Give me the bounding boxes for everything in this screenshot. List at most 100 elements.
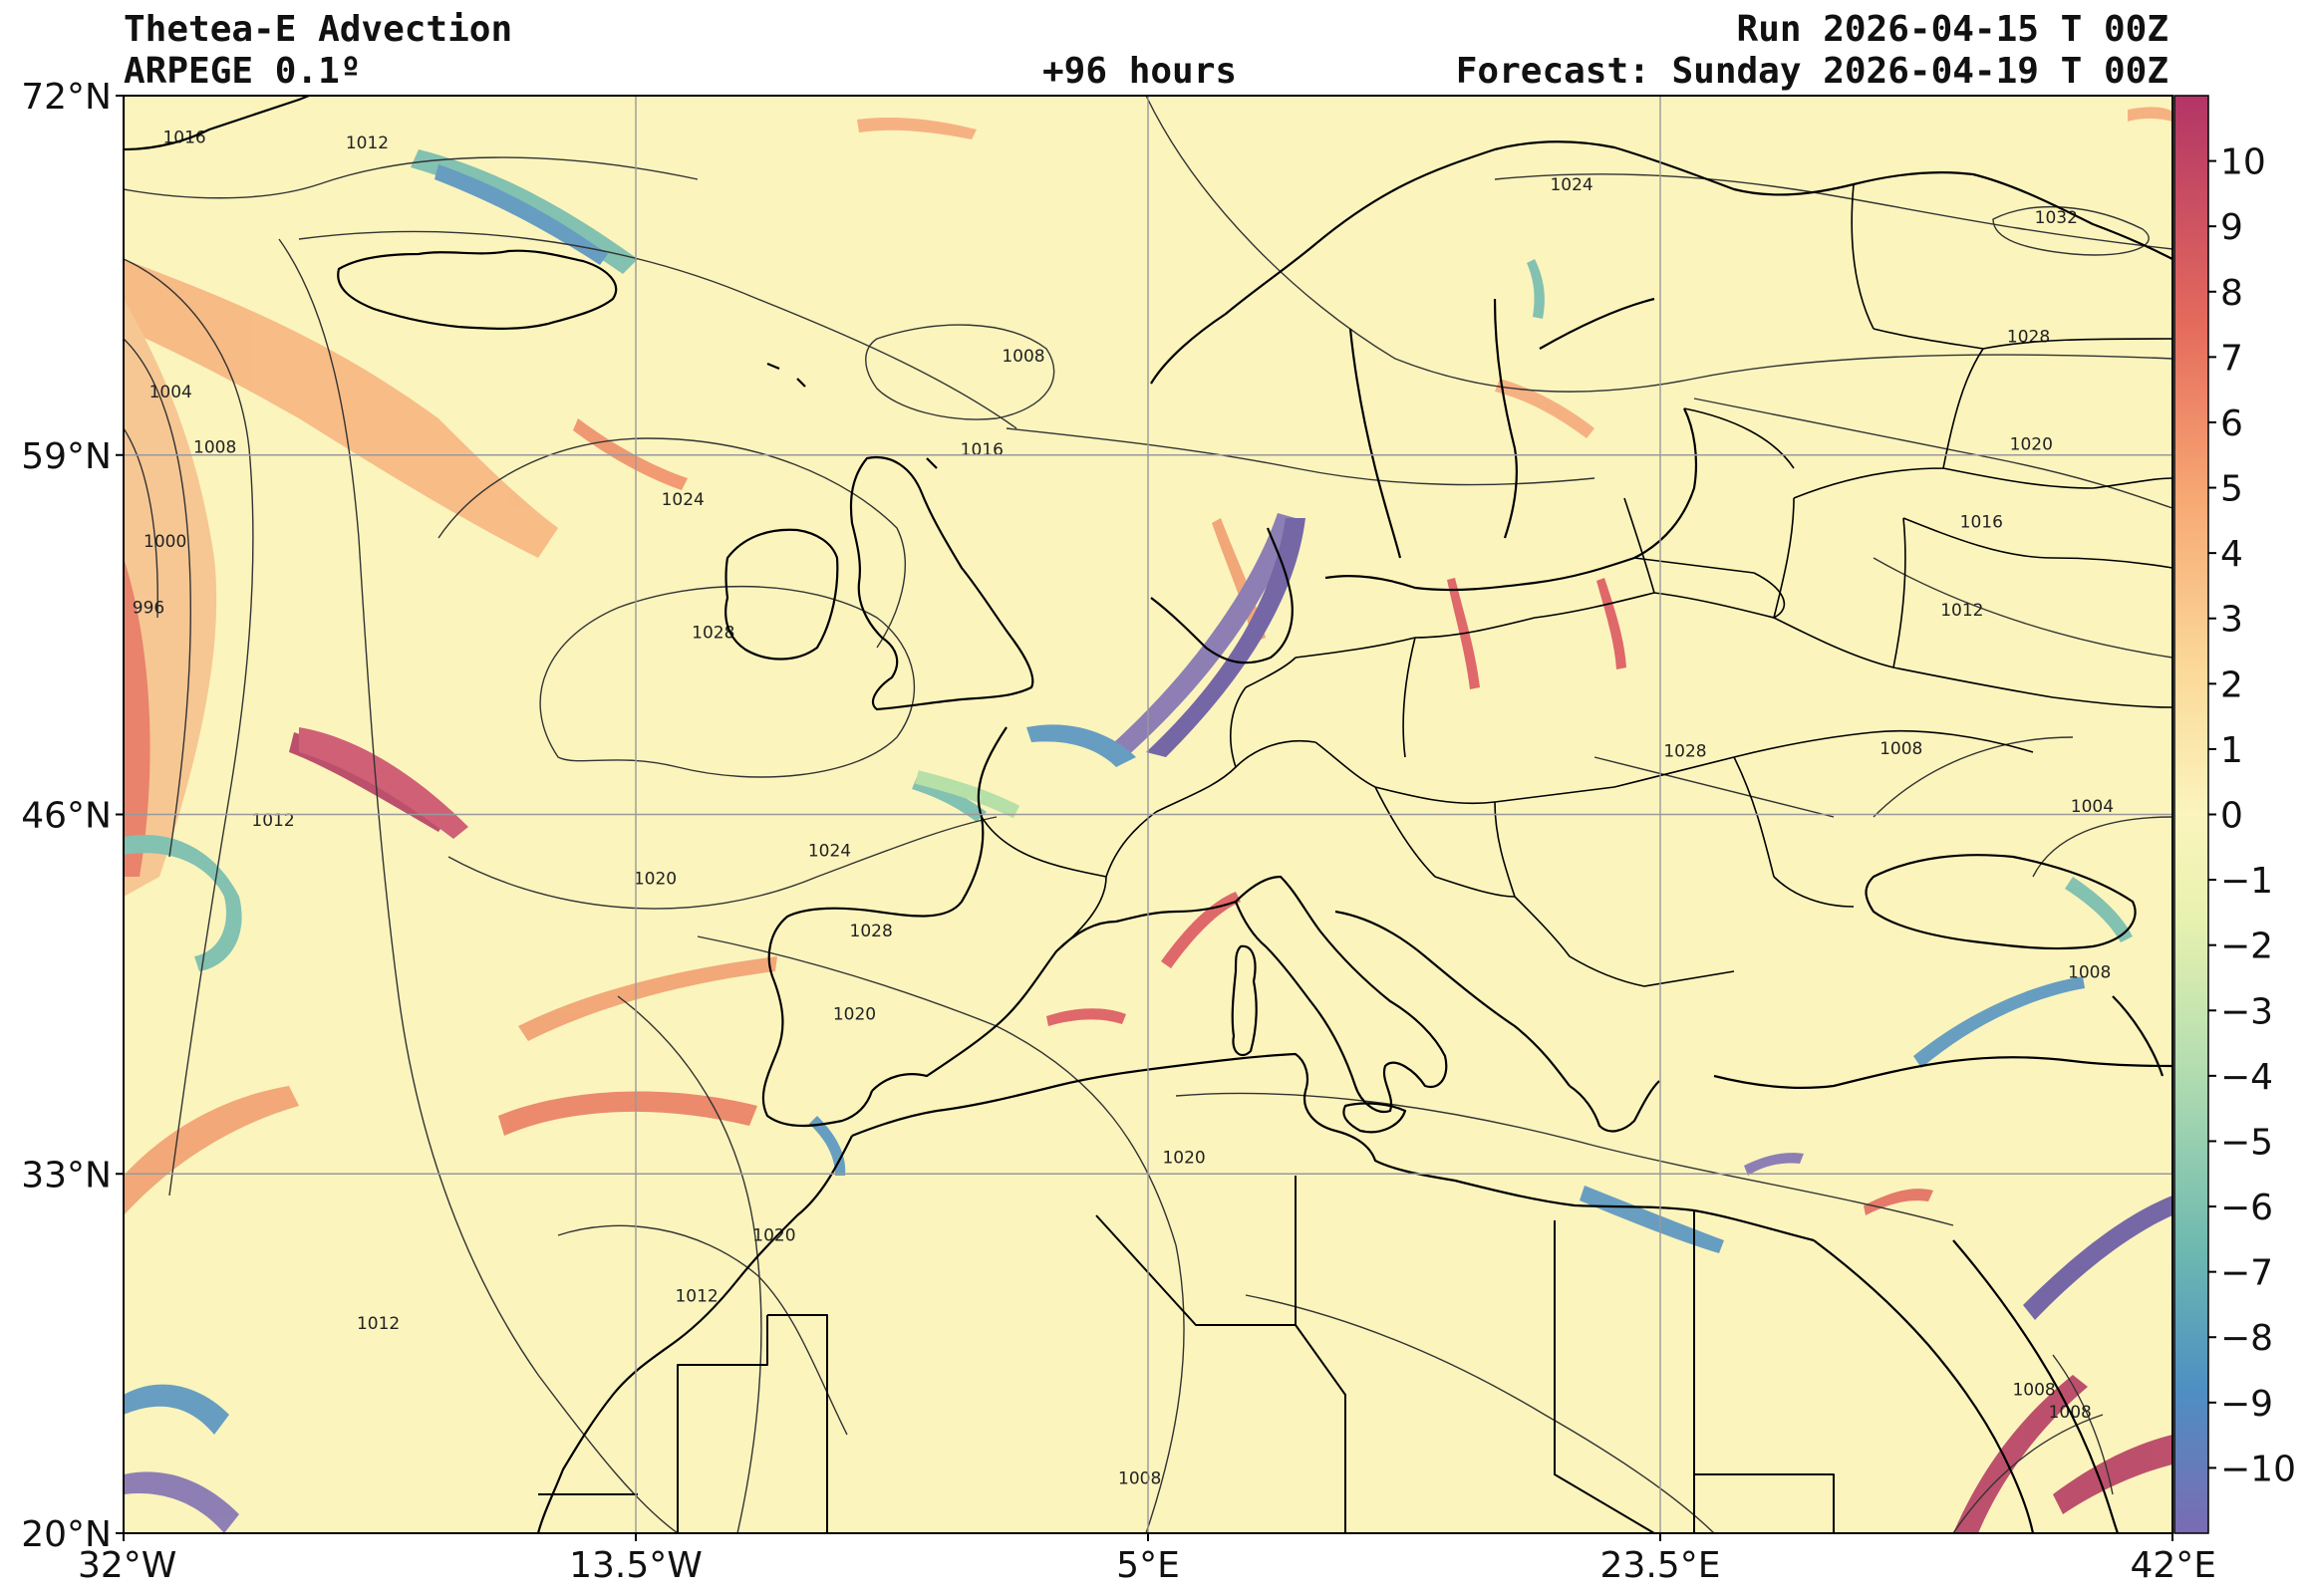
isobar-label: 1004 [2071, 797, 2114, 817]
adriatic-balkans [1334, 910, 1571, 1087]
isobar-label: 1004 [149, 383, 192, 402]
model-name: ARPEGE 0.1º [124, 51, 362, 92]
plot-area: 1016 1012 1004 1008 1000 996 1012 1008 1016 1024 1… [124, 96, 2172, 1533]
isobar-label: 1024 [1550, 175, 1592, 195]
colorbar-tick-label: 6 [2220, 403, 2243, 444]
isobar-label: 1016 [1960, 512, 2003, 532]
isobar-label: 1008 [1002, 347, 1044, 367]
colorbar-tick-label: −10 [2220, 1449, 2296, 1489]
colorbar-tick-label: 3 [2220, 600, 2243, 641]
colorbar-tick-label: −9 [2220, 1384, 2273, 1425]
lon-tick-label: 42°E [2130, 1545, 2216, 1586]
isobar-label: 1020 [752, 1225, 795, 1245]
isobar-label: 1020 [634, 869, 677, 889]
theta-e-advection-field [124, 107, 2172, 1533]
isobar-label: 1008 [2012, 1381, 2055, 1401]
lat-tick-label: 46°N [21, 796, 112, 837]
colorbar-tick-label: −1 [2220, 861, 2273, 902]
isobar-label: 1020 [2010, 435, 2053, 455]
isobar-label: 1008 [193, 437, 236, 457]
black-sea [1865, 854, 2137, 950]
morocco-atlantic [536, 1135, 853, 1533]
colorbar-tick-label: −7 [2220, 1253, 2273, 1294]
italy [1234, 875, 1448, 1114]
scandinavia-inner [1348, 297, 1655, 559]
lat-tick-labels: 20°N 33°N 46°N 59°N 72°N [21, 77, 124, 1555]
great-britain-coast [849, 455, 1034, 711]
isobar-label: 1012 [675, 1286, 718, 1306]
colorbar-tick-label: 10 [2220, 142, 2266, 183]
lead-time: +96 hours [1042, 51, 1238, 92]
norway-sweden-finland [1150, 140, 2172, 385]
isobar-label: 1020 [833, 1004, 876, 1024]
borders-africa [538, 1176, 1835, 1533]
iceland-coast [337, 249, 618, 330]
france-med [1115, 900, 1237, 924]
valid-time: Forecast: Sunday 2026-04-19 T 00Z [1455, 51, 2168, 92]
colorbar-tick-label: 8 [2220, 273, 2243, 314]
isobar-labels: 1016 1012 1004 1008 1000 996 1012 1008 1016 1024 1… [133, 129, 2114, 1489]
lon-tick-label: 32°W [78, 1545, 176, 1586]
colorbar-tick-label: 1 [2220, 730, 2243, 771]
lat-tick-label: 59°N [21, 436, 112, 477]
coastlines-and-borders [124, 96, 2172, 1533]
north-africa-coast [851, 1052, 1815, 1242]
lon-tick-labels: 32°W 13.5°W 5°E 23.5°E 42°E [78, 1533, 2216, 1586]
france-spain-atlantic [761, 726, 1008, 1128]
colorbar-tick-label: 2 [2220, 665, 2243, 705]
isobar-label: 996 [133, 598, 164, 618]
red-sea-east [1952, 1239, 2120, 1533]
isobar-label: 1000 [144, 532, 186, 552]
north-sea-coast [1150, 527, 1294, 665]
colorbar-tick-label: 7 [2220, 338, 2243, 379]
colorbar-tick-label: −4 [2220, 1057, 2273, 1098]
caspian-hint [2112, 995, 2165, 1077]
colorbar-tick-label: 0 [2220, 796, 2243, 837]
isobar-label: 1012 [1940, 601, 1983, 621]
colorbar-tick-label: −5 [2220, 1122, 2273, 1163]
red-sea-coast [1813, 1239, 2035, 1533]
isobar-label: 1012 [357, 1314, 400, 1334]
isobar-label: 1028 [850, 922, 893, 941]
graticule [124, 96, 2172, 1533]
colorbar-tick-label: −3 [2220, 991, 2273, 1032]
colorbar-tick-label: 4 [2220, 534, 2243, 575]
borders-europe [981, 183, 2172, 987]
colorbar-tick-label: 9 [2220, 207, 2243, 248]
sicily [1342, 1102, 1407, 1134]
greenland-tip [124, 96, 310, 151]
isobar-label: 1012 [251, 811, 294, 831]
colorbar-gradient [2174, 96, 2208, 1533]
colorbar-tick-label: −2 [2220, 927, 2273, 967]
isobar-label: 1012 [346, 133, 389, 153]
greece [1569, 1080, 1660, 1133]
colorbar-tick-label: −8 [2220, 1318, 2273, 1359]
colorbar-tick-label: −6 [2220, 1188, 2273, 1228]
lon-tick-label: 5°E [1116, 1545, 1180, 1586]
lat-tick-label: 33°N [21, 1155, 112, 1196]
lon-tick-label: 13.5°W [569, 1545, 703, 1586]
isobar-label: 1008 [1118, 1469, 1161, 1489]
isobar-label: 1020 [1162, 1149, 1205, 1169]
faroe-shetland [766, 362, 938, 469]
isobar-label: 1016 [961, 440, 1004, 460]
colorbar-tick-label: 5 [2220, 469, 2243, 510]
run-time: Run 2026-04-15 T 00Z [1736, 9, 2168, 50]
turkey-coast [1713, 1056, 2172, 1090]
map-title: Thetea-E Advection [124, 9, 513, 50]
isobar-label: 1024 [808, 842, 851, 862]
isobar-label: 1024 [662, 490, 705, 510]
isobar-label: 1028 [692, 623, 734, 643]
baltic-coast [1324, 407, 1698, 592]
isobar-label: 1008 [1879, 739, 1922, 759]
lon-tick-label: 23.5°E [1600, 1545, 1721, 1586]
isobar-label: 1008 [2068, 963, 2111, 983]
isobar-label: 1028 [1663, 742, 1706, 762]
lat-tick-label: 72°N [21, 77, 112, 118]
lat-tick-label: 20°N [21, 1514, 112, 1555]
isobar-label: 1032 [2035, 208, 2078, 228]
isobars [124, 96, 2172, 1533]
